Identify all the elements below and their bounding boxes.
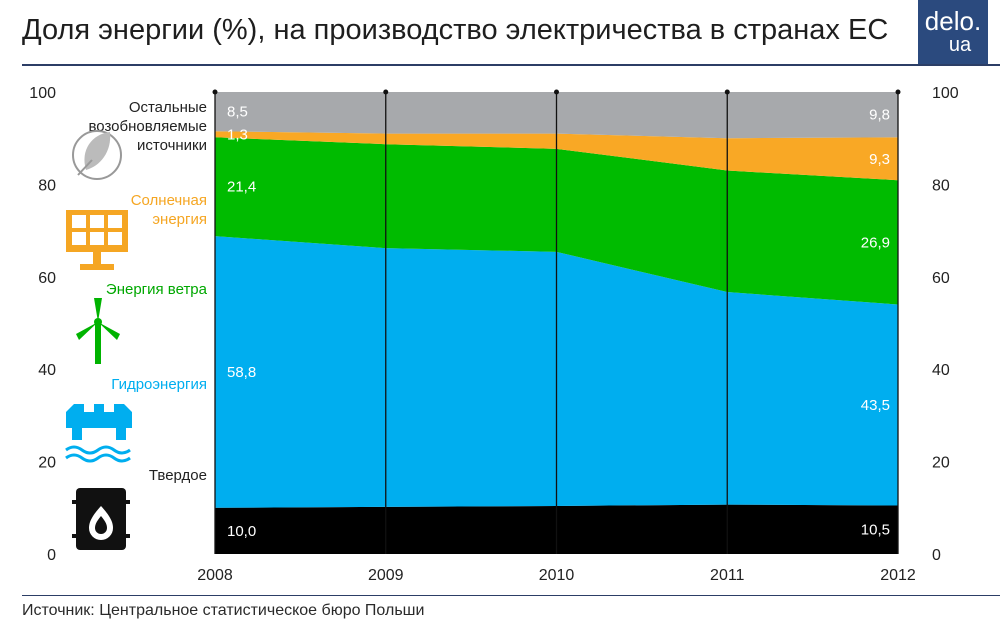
y-tick-left-100: 100 xyxy=(29,85,56,102)
chart-title: Доля энергии (%), на производство электр… xyxy=(22,14,889,46)
brand-logo[interactable]: delo. ua xyxy=(918,0,988,64)
data-label-1-2012: 43,5 xyxy=(861,397,890,414)
logo-text-main: delo. xyxy=(924,6,982,36)
hydro-dam-icon xyxy=(65,404,132,463)
data-label-3-2012: 9,3 xyxy=(869,151,890,168)
gridline-dot-2012 xyxy=(895,89,901,95)
y-tick-right-100: 100 xyxy=(932,85,959,102)
series-legend: Остальные возобновляемые источники Солнечна… xyxy=(65,99,208,550)
source-note: Источник: Центральное статистическое бюр… xyxy=(22,602,425,619)
gridline-dot-2009 xyxy=(383,89,389,95)
data-label-4-2012: 9,8 xyxy=(869,107,890,124)
x-tick-2011: 2011 xyxy=(710,567,745,584)
x-tick-2008: 2008 xyxy=(197,567,233,584)
y-tick-left-20: 20 xyxy=(38,455,56,472)
data-label-1-2008: 58,8 xyxy=(227,364,256,381)
y-tick-right-80: 80 xyxy=(932,177,950,194)
legend-label-series-4: Остальные возобновляемые источники xyxy=(88,99,207,154)
data-label-0-2008: 10,0 xyxy=(227,523,256,540)
axis-ticks: 0 0 20 20 40 40 60 60 80 80 100 100 2008 2009 2010 2011… xyxy=(29,85,959,584)
data-labels: 10,0 10,5 58,8 43,5 21,4 26,9 1,3 9,3 8,5 9,8 xyxy=(227,104,890,540)
y-tick-right-60: 60 xyxy=(932,270,950,287)
y-tick-right-0: 0 xyxy=(932,547,941,564)
y-tick-right-40: 40 xyxy=(932,362,950,379)
x-tick-2010: 2010 xyxy=(539,567,575,584)
y-tick-left-80: 80 xyxy=(38,177,56,194)
gridline-dot-2008 xyxy=(212,89,218,95)
legend-label-series-3: Солнечная энергия xyxy=(131,192,207,228)
wind-turbine-icon xyxy=(76,298,120,364)
x-tick-2009: 2009 xyxy=(368,567,404,584)
logo-text-sub: ua xyxy=(948,34,972,56)
data-label-2-2008: 21,4 xyxy=(227,179,256,196)
legend-label-series-1: Гидроэнергия xyxy=(111,376,207,393)
x-tick-2012: 2012 xyxy=(880,567,916,584)
data-label-0-2012: 10,5 xyxy=(861,522,890,539)
oil-barrel-icon xyxy=(72,488,130,550)
y-tick-left-0: 0 xyxy=(47,547,56,564)
leaf-plug-icon xyxy=(72,130,122,180)
footer-divider xyxy=(22,595,1000,596)
y-tick-left-60: 60 xyxy=(38,270,56,287)
legend-label-series-2: Энергия ветра xyxy=(106,281,208,298)
data-label-4-2008: 8,5 xyxy=(227,104,248,121)
vertical-gridlines xyxy=(212,89,901,554)
gridline-dot-2011 xyxy=(724,89,730,95)
solar-panel-icon xyxy=(66,210,128,270)
data-label-3-2008: 1,3 xyxy=(227,126,248,143)
y-tick-right-20: 20 xyxy=(932,455,950,472)
gridline-dot-2010 xyxy=(554,89,559,95)
y-tick-left-40: 40 xyxy=(38,362,56,379)
legend-label-series-0: Твердое xyxy=(149,467,207,484)
data-label-2-2012: 26,9 xyxy=(861,234,890,251)
title-divider xyxy=(22,64,1000,66)
